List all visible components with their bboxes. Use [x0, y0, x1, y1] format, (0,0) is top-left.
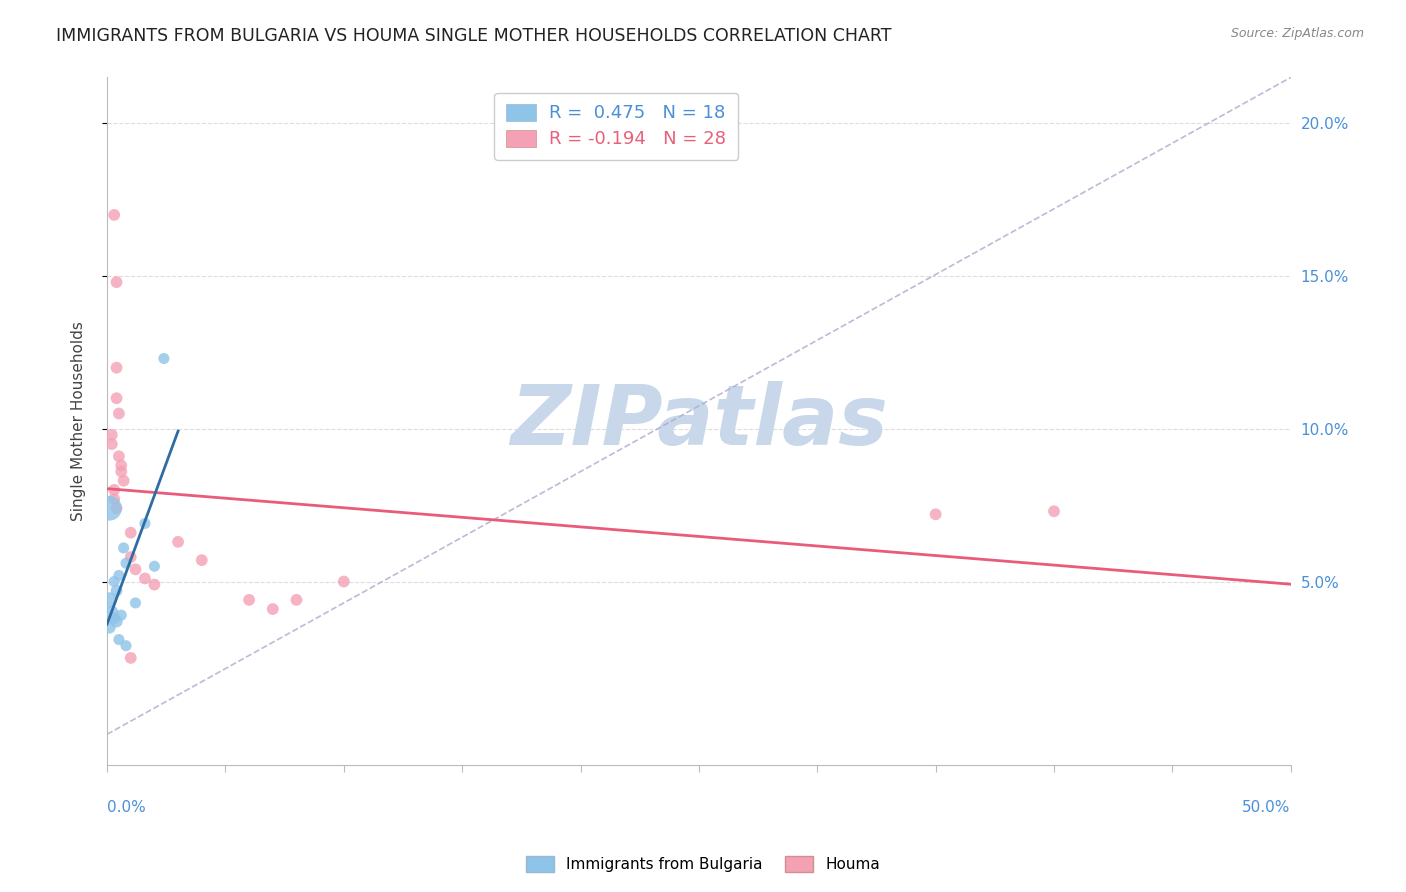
- Point: [98, 592, 121, 607]
- Point: [108, 450, 131, 464]
- Point: [101, 428, 124, 442]
- Point: [105, 391, 128, 405]
- Point: [120, 550, 142, 565]
- Point: [108, 407, 131, 421]
- Point: [115, 639, 138, 653]
- Point: [112, 541, 135, 555]
- Text: IMMIGRANTS FROM BULGARIA VS HOUMA SINGLE MOTHER HOUSEHOLDS CORRELATION CHART: IMMIGRANTS FROM BULGARIA VS HOUMA SINGLE…: [56, 27, 891, 45]
- Point: [285, 592, 308, 607]
- Text: Source: ZipAtlas.com: Source: ZipAtlas.com: [1230, 27, 1364, 40]
- Point: [134, 516, 156, 531]
- Point: [103, 611, 125, 625]
- Point: [112, 474, 135, 488]
- Legend: R =  0.475   N = 18, R = -0.194   N = 28: R = 0.475 N = 18, R = -0.194 N = 28: [495, 93, 738, 160]
- Point: [110, 465, 132, 479]
- Point: [101, 437, 124, 451]
- Text: 50.0%: 50.0%: [1243, 799, 1291, 814]
- Point: [105, 360, 128, 375]
- Point: [238, 592, 260, 607]
- Point: [167, 534, 190, 549]
- Point: [124, 596, 146, 610]
- Point: [120, 651, 142, 665]
- Point: [101, 605, 124, 619]
- Point: [143, 559, 166, 574]
- Point: [105, 501, 128, 516]
- Point: [98, 501, 121, 516]
- Point: [108, 568, 131, 582]
- Point: [110, 458, 132, 473]
- Text: 0.0%: 0.0%: [107, 799, 146, 814]
- Point: [333, 574, 356, 589]
- Point: [98, 620, 121, 634]
- Point: [115, 556, 138, 570]
- Point: [105, 275, 128, 289]
- Point: [103, 574, 125, 589]
- Y-axis label: Single Mother Households: Single Mother Households: [72, 321, 86, 521]
- Point: [103, 208, 125, 222]
- Point: [134, 572, 156, 586]
- Text: ZIPatlas: ZIPatlas: [510, 381, 887, 462]
- Point: [108, 632, 131, 647]
- Point: [1043, 504, 1066, 518]
- Point: [103, 491, 125, 506]
- Point: [153, 351, 176, 366]
- Point: [105, 583, 128, 598]
- Point: [124, 562, 146, 576]
- Point: [191, 553, 214, 567]
- Legend: Immigrants from Bulgaria, Houma: Immigrants from Bulgaria, Houma: [519, 848, 887, 880]
- Point: [103, 483, 125, 497]
- Point: [262, 602, 284, 616]
- Point: [110, 608, 132, 623]
- Point: [105, 614, 128, 628]
- Point: [143, 577, 166, 591]
- Point: [120, 525, 142, 540]
- Point: [924, 508, 946, 522]
